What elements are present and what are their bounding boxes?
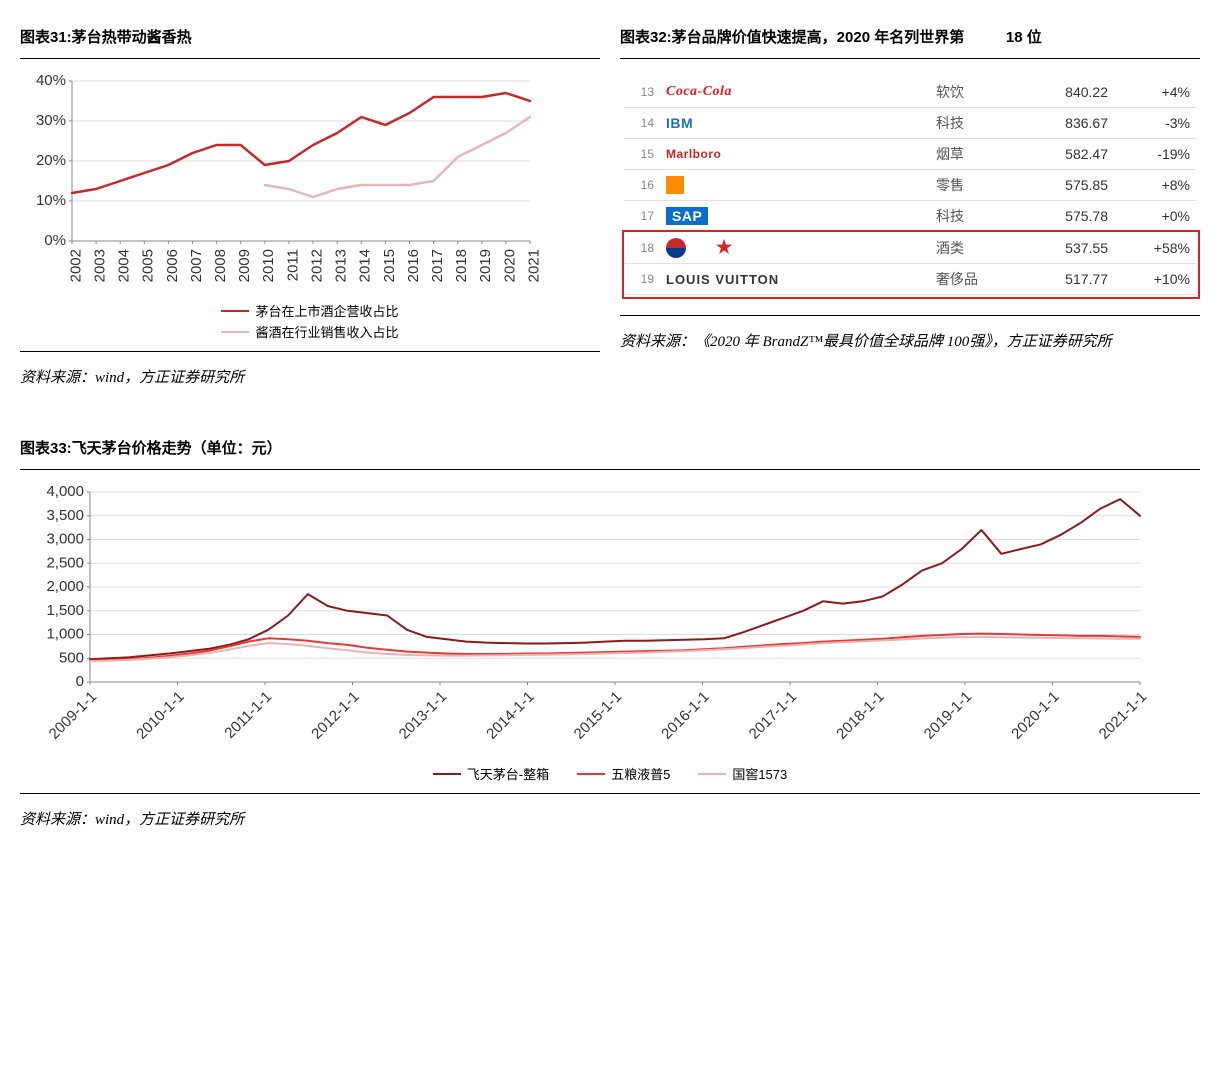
chart32-title: 图表32:茅台品牌价值快速提高，2020 年名列世界第 18 位 <box>620 20 1200 59</box>
legend-label: 国窖1573 <box>732 764 787 783</box>
svg-text:2013: 2013 <box>333 249 350 282</box>
svg-text:2014-1-1: 2014-1-1 <box>483 688 537 742</box>
svg-text:2008: 2008 <box>212 249 229 282</box>
brand-table-wrap: 13Coca-Cola软饮840.22+4%14IBM科技836.67-3%15… <box>620 77 1200 295</box>
legend-swatch <box>433 773 461 775</box>
svg-text:2009: 2009 <box>236 249 253 282</box>
svg-text:0: 0 <box>76 673 84 690</box>
table-row: 13Coca-Cola软饮840.22+4% <box>624 77 1196 108</box>
table-row: 19LOUIS VUITTON奢侈品517.77+10% <box>624 264 1196 295</box>
svg-text:2011: 2011 <box>284 249 301 281</box>
svg-text:2007: 2007 <box>188 249 205 282</box>
table-row: 14IBM科技836.67-3% <box>624 108 1196 139</box>
svg-text:2020: 2020 <box>501 249 518 282</box>
svg-text:0%: 0% <box>44 232 66 249</box>
chart31-legend: 茅台在上市酒企营收占比 酱酒在行业销售收入占比 <box>20 301 600 341</box>
svg-text:2004: 2004 <box>116 249 133 282</box>
svg-text:2,500: 2,500 <box>46 554 84 571</box>
legend-label: 飞天茅台-整箱 <box>467 764 549 783</box>
svg-text:2012-1-1: 2012-1-1 <box>308 688 362 742</box>
svg-text:2003: 2003 <box>92 249 109 282</box>
table-row: 17SAP科技575.78+0% <box>624 201 1196 232</box>
svg-text:2018: 2018 <box>453 249 470 282</box>
chart33-source: 资料来源：wind，方正证券研究所 <box>20 793 1200 843</box>
svg-text:4,000: 4,000 <box>46 483 84 500</box>
svg-text:2010: 2010 <box>260 249 277 282</box>
svg-text:2013-1-1: 2013-1-1 <box>396 688 450 742</box>
legend-swatch <box>577 773 605 775</box>
svg-text:2019: 2019 <box>477 249 494 282</box>
chart32-panel: 图表32:茅台品牌价值快速提高，2020 年名列世界第 18 位 13Coca-… <box>620 20 1200 401</box>
chart31-panel: 图表31:茅台热带动酱香热 0% 10% 20% 30% 40% 2002 2003 2004… <box>20 20 600 401</box>
brand-ranking-table: 13Coca-Cola软饮840.22+4%14IBM科技836.67-3%15… <box>624 77 1196 295</box>
svg-text:2005: 2005 <box>140 249 157 282</box>
legend-label: 五粮液普5 <box>611 764 670 783</box>
table-row: 18★酒类537.55+58% <box>624 232 1196 264</box>
table-row: 15Marlboro烟草582.47-19% <box>624 139 1196 170</box>
chart31-title: 图表31:茅台热带动酱香热 <box>20 20 600 59</box>
svg-text:30%: 30% <box>36 112 66 129</box>
svg-text:2006: 2006 <box>164 249 181 282</box>
svg-text:2009-1-1: 2009-1-1 <box>46 688 100 742</box>
svg-text:2014: 2014 <box>357 249 374 282</box>
svg-text:2015-1-1: 2015-1-1 <box>571 688 625 742</box>
star-icon: ★ <box>686 237 733 257</box>
svg-text:3,000: 3,000 <box>46 531 84 548</box>
svg-text:10%: 10% <box>36 192 66 209</box>
svg-text:2017-1-1: 2017-1-1 <box>746 688 800 742</box>
chart32-source: 资料来源：《2020 年 BrandZ™最具价值全球品牌 100强》，方正证券研… <box>620 315 1200 365</box>
svg-text:2016: 2016 <box>405 249 422 282</box>
svg-text:40%: 40% <box>36 72 66 89</box>
legend-label: 酱酒在行业销售收入占比 <box>255 322 398 341</box>
table-row: 16零售575.85+8% <box>624 170 1196 201</box>
chart31-svg: 0% 10% 20% 30% 40% 2002 2003 2004 2005 2006 2007 20… <box>20 69 540 299</box>
svg-text:2010-1-1: 2010-1-1 <box>133 688 187 742</box>
svg-text:1,000: 1,000 <box>46 626 84 643</box>
legend-swatch <box>221 331 249 333</box>
chart33-title: 图表33:飞天茅台价格走势（单位：元） <box>20 431 1200 470</box>
svg-text:2016-1-1: 2016-1-1 <box>658 688 712 742</box>
svg-text:3,500: 3,500 <box>46 507 84 524</box>
chart33-svg: 0 500 1,000 1,500 2,000 2,500 3,000 3,500 4,000 2… <box>20 480 1160 760</box>
svg-text:500: 500 <box>59 649 84 666</box>
svg-text:2,000: 2,000 <box>46 578 84 595</box>
svg-text:1,500: 1,500 <box>46 602 84 619</box>
chart33-panel: 图表33:飞天茅台价格走势（单位：元） 0 500 1,000 1,500 2,000 2… <box>20 431 1200 843</box>
svg-text:2021-1-1: 2021-1-1 <box>1096 688 1150 742</box>
svg-text:2002: 2002 <box>67 249 84 282</box>
chart31-source: 资料来源：wind，方正证券研究所 <box>20 351 600 401</box>
legend-label: 茅台在上市酒企营收占比 <box>255 301 398 320</box>
legend-swatch <box>698 773 726 775</box>
svg-text:2015: 2015 <box>381 249 398 282</box>
chart33-legend: 飞天茅台-整箱 五粮液普5 国窖1573 <box>20 764 1200 783</box>
svg-text:2019-1-1: 2019-1-1 <box>921 688 975 742</box>
legend-swatch <box>221 310 249 312</box>
svg-text:2012: 2012 <box>308 249 325 282</box>
svg-text:2021: 2021 <box>525 249 540 282</box>
svg-text:2017: 2017 <box>429 249 446 282</box>
svg-text:2011-1-1: 2011-1-1 <box>221 688 275 742</box>
svg-text:2018-1-1: 2018-1-1 <box>833 688 887 742</box>
svg-text:20%: 20% <box>36 152 66 169</box>
svg-text:2020-1-1: 2020-1-1 <box>1008 688 1062 742</box>
